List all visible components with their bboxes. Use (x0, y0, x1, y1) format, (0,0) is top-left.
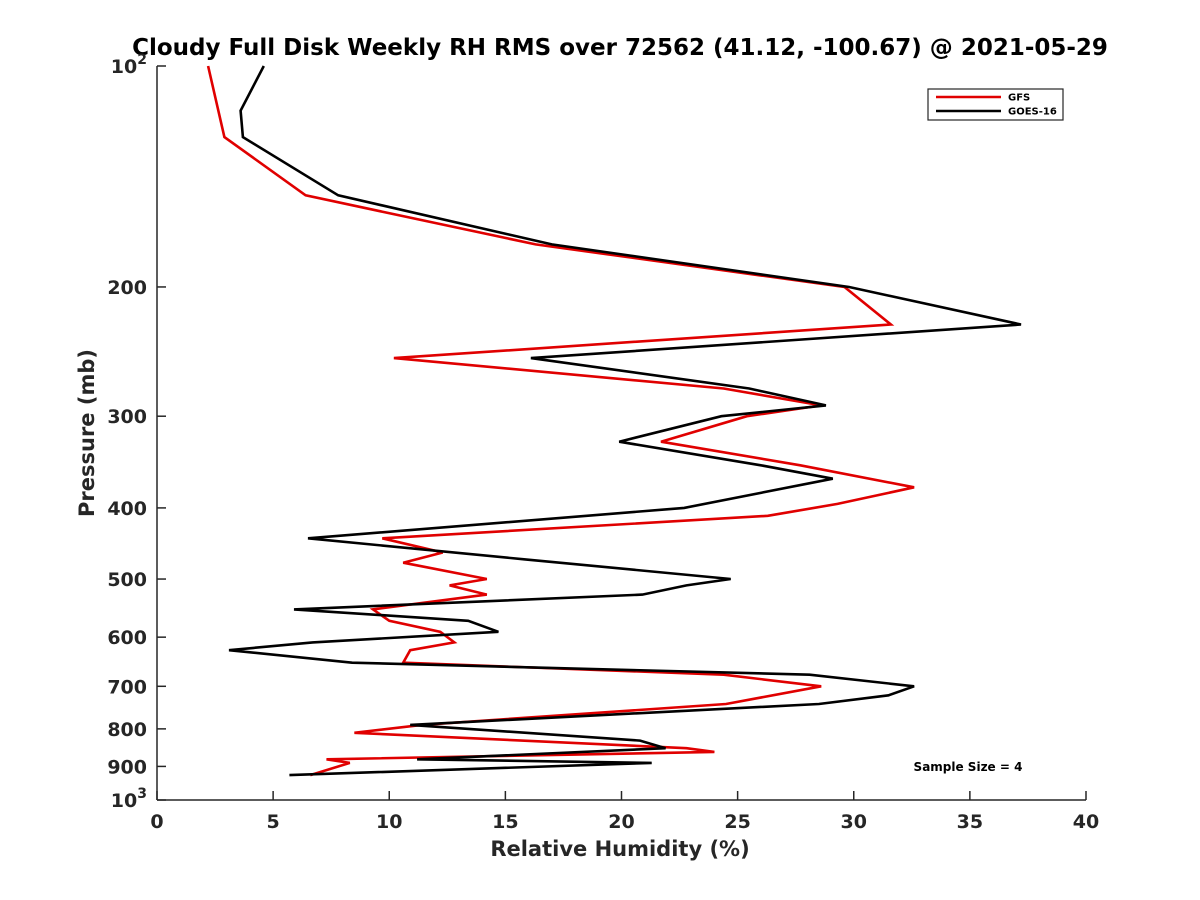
y-axis-label: Pressure (mb) (75, 349, 99, 517)
y-tick-label: 300 (107, 406, 147, 428)
y-tick-label: 700 (107, 676, 147, 698)
y-tick-label: 500 (107, 569, 147, 591)
x-tick-label: 5 (267, 811, 280, 833)
x-tick-label: 35 (957, 811, 983, 833)
y-tick-label: 400 (107, 498, 147, 520)
y-tick-exponent: 2 (137, 52, 147, 68)
x-tick-label: 0 (150, 811, 163, 833)
x-tick-label: 30 (841, 811, 867, 833)
x-tick-label: 15 (492, 811, 518, 833)
y-tick-exponent: 3 (137, 786, 147, 802)
y-tick-base: 10 (111, 790, 137, 812)
y-tick-label: 103 (111, 786, 147, 812)
legend-label: GFS (1008, 93, 1030, 104)
x-tick-label: 20 (608, 811, 634, 833)
y-tick-label: 102 (111, 52, 147, 78)
y-tick-label: 200 (107, 277, 147, 299)
legend-label: GOES-16 (1008, 107, 1057, 118)
x-tick-label: 40 (1073, 811, 1099, 833)
x-axis-ticks: 0 5 10 15 20 25 30 35 40 (150, 791, 1099, 833)
x-tick-label: 25 (724, 811, 750, 833)
series-layer (206, 65, 1022, 777)
y-tick-label: 800 (107, 719, 147, 741)
y-tick-label: 600 (107, 627, 147, 649)
y-tick-base: 10 (111, 56, 137, 78)
chart-title: Cloudy Full Disk Weekly RH RMS over 7256… (132, 35, 1108, 61)
legend: GFS GOES-16 (927, 88, 1064, 121)
sample-size-annotation: Sample Size = 4 (914, 760, 1023, 774)
y-tick-label: 900 (107, 756, 147, 778)
legend-box (927, 88, 1064, 121)
x-tick-label: 10 (376, 811, 402, 833)
x-axis-label: Relative Humidity (%) (490, 837, 749, 861)
series-line-goes-16 (228, 65, 1022, 777)
